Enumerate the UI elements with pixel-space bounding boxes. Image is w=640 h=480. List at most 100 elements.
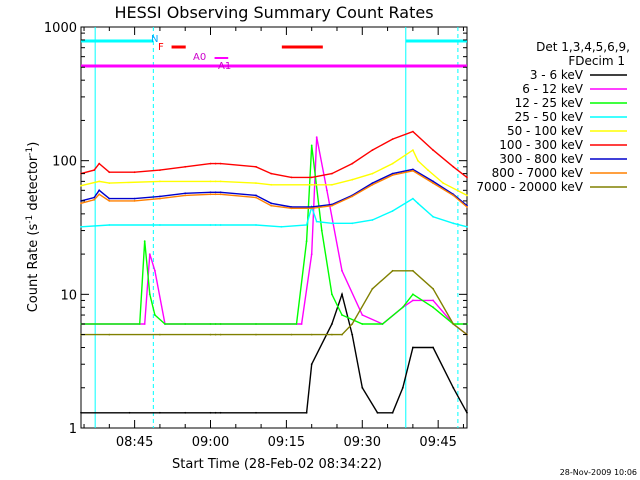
series-line-1 — [81, 136, 468, 336]
series-point-5 — [133, 171, 136, 174]
series-point-2 — [305, 240, 308, 243]
series-point-3 — [331, 222, 333, 225]
series-point-5 — [310, 176, 313, 179]
series-point-5 — [270, 172, 273, 175]
series-point-5 — [184, 165, 187, 168]
series-point-6 — [255, 194, 257, 197]
series-point-6 — [133, 197, 136, 200]
series-point-3 — [432, 215, 434, 218]
legend-label: 3 - 6 keV — [530, 68, 584, 82]
series-point-0 — [184, 411, 187, 414]
series-point-5 — [432, 149, 434, 152]
y-tick-label: 100 — [52, 155, 77, 170]
annotation-a1: A1 — [218, 61, 231, 72]
plot-frame — [80, 26, 468, 429]
series-point-0 — [452, 386, 455, 389]
series-point-7 — [351, 195, 354, 198]
series-point-4 — [427, 169, 429, 172]
series-point-3 — [417, 202, 419, 205]
series-point-5 — [219, 162, 222, 165]
series-point-4 — [255, 182, 257, 185]
series-point-6 — [108, 197, 111, 200]
series-point-1 — [326, 189, 328, 192]
series-point-7 — [290, 207, 293, 210]
series-point-1 — [310, 253, 313, 256]
series-point-8 — [452, 323, 455, 325]
series-point-8 — [331, 333, 333, 336]
series-point-7 — [214, 193, 217, 196]
x-tick-label: 08:45 — [116, 435, 153, 450]
series-point-4 — [417, 159, 419, 162]
series-point-3 — [391, 210, 394, 212]
series-point-7 — [209, 193, 212, 196]
series-point-3 — [209, 224, 212, 226]
series-point-5 — [93, 169, 96, 172]
series-point-0 — [331, 323, 333, 325]
series-line-4 — [80, 149, 468, 197]
series-point-8 — [341, 333, 343, 336]
legend-label: 12 - 25 keV — [515, 96, 584, 110]
series-point-4 — [159, 180, 161, 183]
series-line-6 — [80, 168, 468, 208]
series-point-0 — [466, 411, 468, 414]
series-point-2 — [154, 314, 156, 316]
legend-label: 50 - 100 keV — [507, 124, 584, 138]
series-point-7 — [391, 174, 394, 177]
series-line-3 — [80, 197, 468, 228]
series-point-3 — [214, 224, 217, 226]
series-point-1 — [154, 269, 156, 272]
series-point-1 — [315, 136, 318, 139]
series-point-8 — [310, 333, 313, 336]
series-point-8 — [214, 333, 217, 336]
series-point-7 — [108, 200, 111, 202]
series-point-8 — [412, 269, 414, 272]
y-axis-label: Count Rate (s-1 detector-1) — [25, 142, 41, 313]
series-point-5 — [412, 130, 414, 133]
series-point-5 — [371, 149, 374, 152]
series-point-6 — [159, 195, 161, 198]
series-point-1 — [341, 269, 343, 272]
series-point-7 — [452, 194, 455, 197]
series-point-0 — [341, 293, 343, 296]
series-point-2 — [331, 293, 333, 296]
series-point-5 — [214, 162, 217, 165]
series-point-2 — [184, 323, 187, 325]
footer-date: 28-Nov-2009 10:06 — [560, 468, 637, 477]
series-point-3 — [412, 197, 414, 200]
series-point-0 — [351, 333, 354, 336]
series-point-8 — [219, 333, 222, 336]
series-point-5 — [209, 162, 212, 165]
series-point-2 — [143, 240, 146, 243]
series-point-5 — [290, 176, 293, 179]
series-point-1 — [361, 314, 364, 316]
series-point-7 — [255, 196, 257, 199]
series-point-8 — [255, 333, 257, 336]
series-point-3 — [159, 224, 161, 226]
series-point-7 — [184, 194, 187, 197]
series-point-3 — [305, 224, 308, 226]
series-point-5 — [351, 162, 354, 165]
series-point-6 — [93, 196, 96, 199]
series-point-7 — [159, 197, 161, 200]
series-point-0 — [214, 411, 217, 414]
series-point-2 — [341, 314, 343, 316]
series-point-0 — [391, 411, 394, 414]
series-point-0 — [361, 386, 364, 389]
series-line-0 — [81, 291, 468, 414]
series-point-0 — [128, 411, 131, 414]
series-point-7 — [133, 200, 136, 202]
legend-label: 7000 - 20000 keV — [476, 180, 583, 194]
series-point-1 — [143, 323, 146, 325]
series-point-8 — [108, 333, 111, 336]
series-point-6 — [391, 172, 394, 175]
series-point-6 — [219, 191, 222, 194]
series-point-2 — [401, 306, 404, 309]
x-tick-label: 09:15 — [268, 435, 305, 450]
series-point-2 — [255, 323, 257, 325]
series-point-7 — [98, 193, 101, 196]
series-point-3 — [80, 225, 82, 228]
series-point-7 — [412, 169, 414, 172]
